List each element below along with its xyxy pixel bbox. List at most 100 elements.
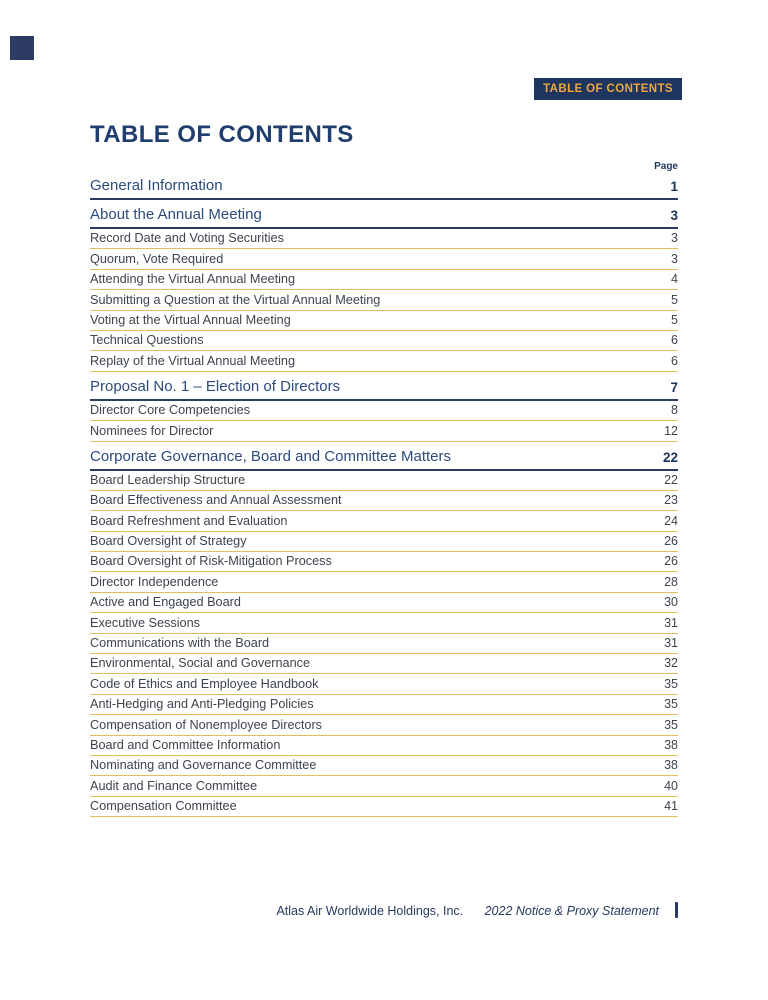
toc-entry-page: 3: [671, 251, 678, 266]
toc-entry-page: 7: [670, 379, 678, 395]
toc-entry-page: 5: [671, 292, 678, 307]
toc-entry-label: Compensation Committee: [90, 799, 237, 814]
toc-entry-page: 32: [664, 656, 678, 671]
toc-entry-page: 30: [664, 595, 678, 610]
toc-entry-page: 35: [664, 676, 678, 691]
toc-entry-label: Board Oversight of Strategy: [90, 534, 247, 549]
toc-row[interactable]: Nominees for Director 12: [90, 421, 678, 442]
toc-entry-label: Proposal No. 1 – Election of Directors: [90, 377, 341, 395]
toc-content: TABLE OF CONTENTS Page General Informati…: [90, 121, 678, 818]
toc-entry-label: Technical Questions: [90, 333, 204, 348]
section-tab-badge: TABLE OF CONTENTS: [534, 78, 682, 100]
toc-entry-page: 1: [670, 179, 678, 194]
toc-entry-label: Executive Sessions: [90, 615, 201, 630]
page-title: TABLE OF CONTENTS: [90, 121, 354, 148]
toc-entry-label: Director Core Competencies: [90, 403, 251, 418]
toc-entry-label: Communications with the Board: [90, 636, 270, 651]
toc-entry-label: Record Date and Voting Securities: [90, 231, 284, 246]
toc-row[interactable]: Nominating and Governance Committee 38: [90, 756, 678, 777]
toc-row[interactable]: Compensation of Nonemployee Directors 35: [90, 715, 678, 736]
toc-row[interactable]: Corporate Governance, Board and Committe…: [90, 442, 678, 471]
toc-entry-page: 8: [671, 403, 678, 418]
page-corner-mark: [10, 36, 34, 60]
toc-row[interactable]: Board Oversight of Strategy 26: [90, 532, 678, 553]
toc-row[interactable]: Board Leadership Structure 22: [90, 471, 678, 491]
toc-entry-page: 41: [664, 799, 678, 814]
toc-entry-label: Board Effectiveness and Annual Assessmen…: [90, 493, 342, 508]
toc-entry-page: 6: [671, 353, 678, 368]
toc-entry-page: 3: [671, 231, 678, 246]
toc-row[interactable]: Quorum, Vote Required 3: [90, 249, 678, 270]
toc-entry-page: 5: [671, 312, 678, 327]
page-column-label: Page: [654, 161, 678, 172]
toc-row[interactable]: Audit and Finance Committee 40: [90, 776, 678, 797]
toc-entry-label: Board Leadership Structure: [90, 472, 246, 487]
toc-entry-page: 6: [671, 333, 678, 348]
toc-entry-label: Director Independence: [90, 574, 219, 589]
toc-entry-page: 38: [664, 737, 678, 752]
toc-row[interactable]: Submitting a Question at the Virtual Ann…: [90, 290, 678, 311]
toc-entry-page: 22: [664, 472, 678, 487]
section-tab-badge-label: TABLE OF CONTENTS: [543, 83, 673, 95]
toc-row[interactable]: Compensation Committee 41: [90, 797, 678, 818]
toc-row[interactable]: Director Core Competencies 8: [90, 401, 678, 422]
toc-entry-label: Board and Committee Information: [90, 737, 281, 752]
toc-row[interactable]: Anti-Hedging and Anti-Pledging Policies …: [90, 695, 678, 716]
toc-entry-page: 31: [664, 615, 678, 630]
toc-row[interactable]: Board and Committee Information 38: [90, 736, 678, 756]
toc-row[interactable]: Record Date and Voting Securities 3: [90, 229, 678, 250]
toc-entry-label: Board Refreshment and Evaluation: [90, 513, 288, 528]
toc-row[interactable]: Replay of the Virtual Annual Meeting 6: [90, 351, 678, 372]
toc-row[interactable]: Environmental, Social and Governance 32: [90, 654, 678, 675]
toc-entry-page: 4: [671, 272, 678, 287]
toc-row[interactable]: Active and Engaged Board 30: [90, 593, 678, 614]
toc-entry-label: Quorum, Vote Required: [90, 251, 224, 266]
toc-entry-label: Code of Ethics and Employee Handbook: [90, 676, 319, 691]
toc-row[interactable]: Voting at the Virtual Annual Meeting 5: [90, 311, 678, 331]
toc-row[interactable]: Director Independence 28: [90, 572, 678, 593]
toc-row[interactable]: Executive Sessions 31: [90, 613, 678, 634]
toc-entry-label: General Information: [90, 177, 223, 194]
footer-divider-bar: [674, 902, 678, 918]
toc-entry-label: Nominees for Director: [90, 423, 214, 438]
toc-row[interactable]: General Information 1: [90, 174, 678, 200]
toc-entry-page: 24: [664, 513, 678, 528]
toc-entry-label: Compensation of Nonemployee Directors: [90, 717, 323, 732]
toc-entry-label: Anti-Hedging and Anti-Pledging Policies: [90, 697, 314, 712]
toc-entry-page: 3: [670, 208, 678, 223]
toc-entry-label: About the Annual Meeting: [90, 206, 262, 223]
toc-row[interactable]: Technical Questions 6: [90, 331, 678, 352]
toc-entry-page: 40: [664, 778, 678, 793]
toc-entry-page: 28: [664, 574, 678, 589]
toc-entry-label: Attending the Virtual Annual Meeting: [90, 272, 296, 287]
page-footer: Atlas Air Worldwide Holdings, Inc. 2022 …: [0, 902, 678, 918]
footer-publication-title: 2022 Notice & Proxy Statement: [484, 904, 660, 918]
toc-entry-label: Voting at the Virtual Annual Meeting: [90, 312, 291, 327]
toc-entry-page: 26: [664, 534, 678, 549]
toc-row[interactable]: Board Effectiveness and Annual Assessmen…: [90, 491, 678, 512]
toc-entry-label: Corporate Governance, Board and Committe…: [90, 447, 452, 465]
toc-row[interactable]: Board Refreshment and Evaluation 24: [90, 511, 678, 532]
toc-entry-label: Nominating and Governance Committee: [90, 758, 317, 773]
toc-entry-page: 26: [664, 554, 678, 569]
toc-row[interactable]: Board Oversight of Risk-Mitigation Proce…: [90, 552, 678, 573]
toc-entry-label: Environmental, Social and Governance: [90, 656, 311, 671]
toc-entry-label: Active and Engaged Board: [90, 595, 241, 610]
toc-entry-page: 38: [664, 758, 678, 773]
toc-list: General Information 1 About the Annual M…: [90, 174, 678, 818]
toc-row[interactable]: Code of Ethics and Employee Handbook 35: [90, 674, 678, 695]
toc-row[interactable]: About the Annual Meeting 3: [90, 200, 678, 229]
toc-entry-page: 23: [664, 493, 678, 508]
toc-row[interactable]: Communications with the Board 31: [90, 634, 678, 655]
toc-entry-label: Submitting a Question at the Virtual Ann…: [90, 292, 381, 307]
toc-row[interactable]: Attending the Virtual Annual Meeting 4: [90, 270, 678, 291]
toc-entry-label: Audit and Finance Committee: [90, 778, 258, 793]
toc-row[interactable]: Proposal No. 1 – Election of Directors 7: [90, 372, 678, 401]
toc-entry-label: Replay of the Virtual Annual Meeting: [90, 353, 296, 368]
toc-entry-label: Board Oversight of Risk-Mitigation Proce…: [90, 554, 332, 569]
toc-entry-page: 31: [664, 636, 678, 651]
toc-entry-page: 35: [664, 717, 678, 732]
toc-entry-page: 12: [664, 423, 678, 438]
footer-company-name: Atlas Air Worldwide Holdings, Inc.: [276, 904, 464, 918]
toc-entry-page: 22: [662, 449, 678, 465]
